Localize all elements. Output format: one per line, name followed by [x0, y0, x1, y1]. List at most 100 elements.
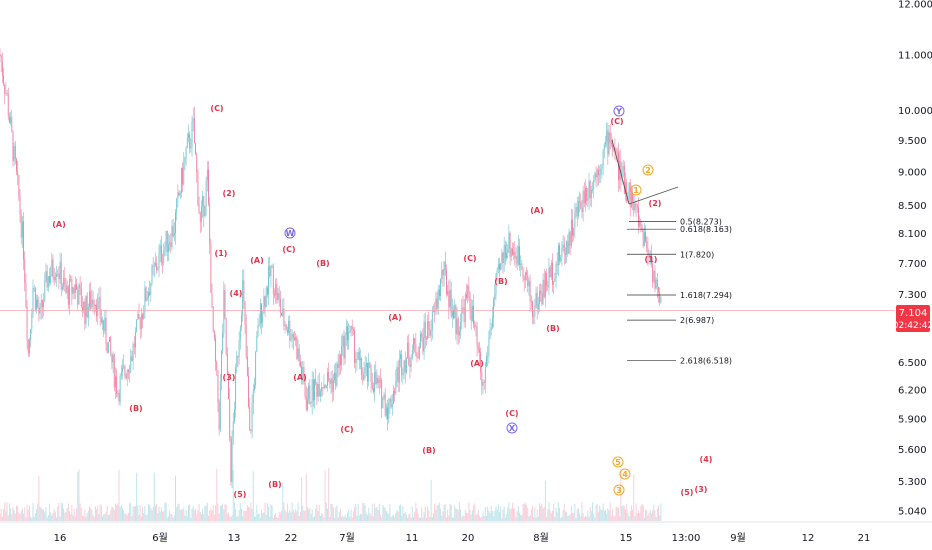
candle-body [34, 287, 36, 310]
candle-body [424, 321, 426, 339]
volume-bar [249, 507, 251, 521]
volume-bar [113, 509, 115, 521]
volume-bar [39, 506, 41, 521]
candle-body [581, 207, 583, 213]
candle-body [529, 280, 531, 302]
candle-body [413, 338, 414, 350]
volume-bar [332, 507, 334, 521]
volume-bar [114, 503, 116, 521]
candle-body [632, 193, 634, 202]
candle-body [279, 298, 281, 313]
candle-body [105, 317, 107, 344]
candle-body [110, 337, 112, 354]
candle-body [285, 324, 287, 330]
volume-bar [458, 502, 460, 521]
volume-bar [455, 508, 457, 521]
volume-bar [301, 477, 303, 521]
candle-body [93, 304, 95, 307]
volume-bar [580, 516, 582, 521]
candle-body [384, 394, 386, 416]
volume-bar [86, 512, 88, 521]
volume-bar [336, 505, 338, 521]
volume-bar [387, 513, 389, 521]
candle-body [49, 276, 50, 283]
wave-label-text: 4 [622, 470, 628, 479]
wave-label-text: (4) [230, 289, 243, 298]
candle-body [143, 312, 145, 319]
candle-body [111, 353, 113, 363]
candle-body [528, 280, 530, 287]
volume-bar [594, 517, 596, 521]
time-axis[interactable]: 16 6월 13 22 7월 11 20 8월 15 13:00 9월 12 21 [0, 521, 932, 544]
volume-bar [142, 507, 144, 521]
volume-bar [470, 514, 472, 521]
volume-bar [410, 517, 412, 521]
volume-bar [131, 516, 133, 521]
candle-body [72, 287, 74, 294]
wave-label: (A) [530, 206, 544, 215]
candle-body [61, 286, 63, 290]
volume-bar [498, 511, 500, 521]
candle-body [460, 322, 462, 332]
candle-body [515, 256, 517, 259]
volume-bar [237, 515, 239, 521]
candle-body [203, 195, 205, 216]
volume-bar [460, 509, 462, 521]
candle-body [560, 257, 562, 261]
volume-bar [116, 505, 118, 521]
candle-body [20, 213, 22, 238]
volume-bar [421, 507, 423, 521]
candle-body [172, 226, 174, 237]
candle-body [509, 232, 511, 257]
price-axis[interactable]: 12.000 11.000 10.000 9.500 9.000 8.500 8.100 7.… [895, 0, 932, 550]
candle-body [127, 370, 129, 373]
volume-bar [367, 514, 369, 521]
candle-body [29, 340, 30, 354]
volume-bar [523, 503, 525, 521]
volume-bar [81, 515, 83, 521]
volume-bar [290, 512, 292, 521]
candle-body [603, 144, 605, 150]
volume-bar [528, 516, 530, 521]
volume-bar [592, 502, 594, 521]
volume-bar [166, 517, 168, 521]
candle-body [232, 421, 234, 437]
volume-bar [110, 510, 112, 521]
candle-body [31, 314, 33, 329]
candle-body [18, 175, 20, 198]
volume-bar [304, 510, 306, 521]
candle-body [276, 283, 278, 301]
volume-bar [98, 514, 100, 521]
volume-bar [230, 517, 232, 521]
volume-bar [58, 502, 60, 521]
candle-body [250, 430, 252, 432]
volume-bar [61, 503, 63, 521]
candle-body [335, 372, 337, 386]
volume-bar [127, 512, 129, 521]
volume-bar [554, 516, 556, 521]
candle-body [443, 261, 445, 276]
candle-body [568, 232, 570, 254]
volume-bar [248, 506, 250, 521]
wave-label: (A) [470, 359, 484, 368]
volume-bar [549, 510, 551, 521]
time-tick-label: 20 [462, 533, 475, 544]
candle-body [370, 367, 372, 382]
candle-body [542, 279, 544, 304]
candle-body [383, 394, 385, 398]
volume-bar [295, 509, 297, 521]
volume-bar [513, 508, 515, 521]
candle-body [123, 366, 125, 368]
volume-bar [72, 515, 74, 521]
candle-body [1, 61, 3, 76]
volume-bar [539, 503, 541, 521]
volume-bar [175, 475, 177, 521]
candle-body [653, 270, 655, 282]
elliott-wave-labels: (A)(B)(C)(2)(1)(4)(3)(5)(A)(B)W(C)(A)(B)… [52, 104, 712, 499]
candle-body [649, 254, 651, 258]
volume-bar [478, 515, 480, 521]
candle-body [372, 387, 374, 392]
wave-label-text: Y [615, 107, 622, 116]
volume-bar [615, 506, 617, 521]
